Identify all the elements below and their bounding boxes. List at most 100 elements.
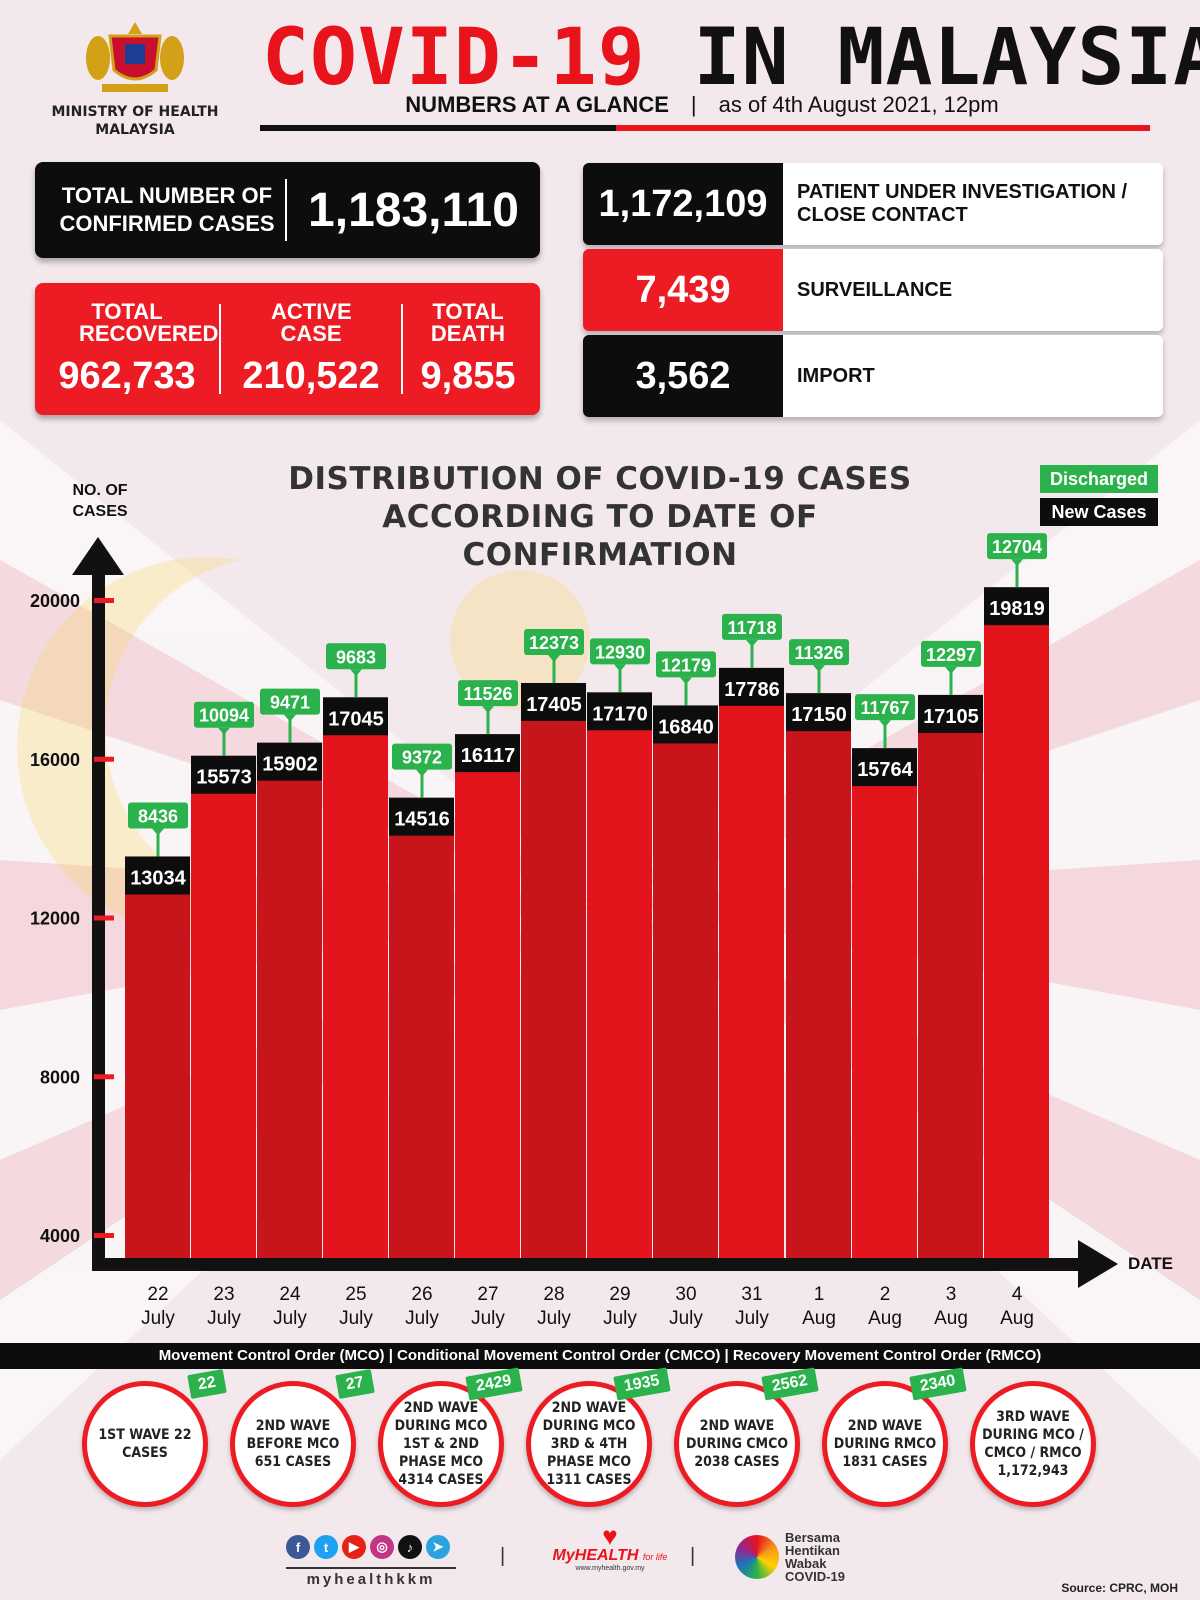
x-tick-day: 23 xyxy=(213,1284,234,1305)
tiktok-icon[interactable]: ♪ xyxy=(398,1535,422,1559)
divider: | xyxy=(500,1545,506,1567)
bar xyxy=(653,725,718,1258)
discharged-label-bg xyxy=(524,628,584,655)
telegram-icon[interactable]: ➤ xyxy=(426,1535,450,1559)
x-axis-line xyxy=(92,1258,1082,1271)
discharged-label-bg xyxy=(260,688,320,715)
x-tick-day: 26 xyxy=(411,1284,432,1305)
new-cases-label: 15573 xyxy=(196,767,252,789)
new-cases-label: 15764 xyxy=(857,759,913,781)
myhealth-logo: ♥ MyHEALTH for life www.myhealth.gov.my xyxy=(550,1523,670,1572)
x-tick-day: 30 xyxy=(675,1284,696,1305)
y-tick-label: 16000 xyxy=(30,750,80,770)
discharged-pointer xyxy=(350,669,362,677)
discharged-label-bg xyxy=(194,701,254,728)
category-value: 3,562 xyxy=(583,335,783,417)
new-cases-label: 17045 xyxy=(328,708,384,730)
wave-text: 1ST WAVE 22 CASES xyxy=(98,1427,192,1461)
title-red: COVID-19 xyxy=(262,13,646,103)
bar xyxy=(852,768,917,1258)
myhealth-tagline: for life xyxy=(642,1552,668,1562)
new-cases-label: 14516 xyxy=(394,809,450,831)
x-tick-day: 28 xyxy=(543,1284,564,1305)
discharged-label-bg xyxy=(987,533,1047,560)
discharged-label: 9683 xyxy=(336,647,376,667)
discharged-label-bg xyxy=(789,639,849,666)
wave-text: 2ND WAVE DURING RMCO 1831 CASES xyxy=(833,1418,937,1470)
discharged-label: 11326 xyxy=(794,643,843,663)
discharged-label-bg xyxy=(590,638,650,665)
discharged-label: 12179 xyxy=(661,655,711,675)
x-tick-day: 1 xyxy=(814,1284,825,1305)
new-cases-label: 19819 xyxy=(989,598,1045,620)
y-tick-mark xyxy=(94,1074,114,1080)
category-value: 1,172,109 xyxy=(583,163,783,245)
legend-new-cases: New Cases xyxy=(1040,498,1158,526)
discharged-label: 11526 xyxy=(463,684,512,704)
new-cases-label: 17170 xyxy=(592,703,648,725)
new-cases-label: 15902 xyxy=(262,754,318,776)
mco-banner: Movement Control Order (MCO) | Condition… xyxy=(0,1343,1200,1369)
discharged-label-bg xyxy=(392,743,452,770)
x-tick-day: 25 xyxy=(345,1284,366,1305)
confirmed-label: TOTAL NUMBER OF CONFIRMED CASES xyxy=(59,183,275,236)
recovered-active-death-panel: TOTAL RECOVERED 962,733 ACTIVE CASE 210,… xyxy=(35,283,540,415)
subtitle-date: as of 4th August 2021, 12pm xyxy=(718,92,999,117)
subtitle-underline xyxy=(260,125,1150,131)
chart-title: DISTRIBUTION OF COVID-19 CASES ACCORDING… xyxy=(288,461,912,573)
new-cases-label-bg xyxy=(653,705,718,744)
discharged-label: 8436 xyxy=(138,806,178,826)
x-tick-day: 31 xyxy=(741,1284,762,1305)
category-value: 7,439 xyxy=(583,249,783,331)
new-cases-label: 17405 xyxy=(526,694,582,716)
y-tick-label: 12000 xyxy=(30,909,80,929)
ministry-name: MINISTRY OF HEALTH MALAYSIA xyxy=(51,104,219,138)
x-tick-day: 2 xyxy=(880,1284,891,1305)
footer: f t ▶ ◎ ♪ ➤ myhealthkkm | ♥ MyHEALTH for… xyxy=(0,1523,1200,1600)
y-tick-mark xyxy=(94,598,114,603)
instagram-icon[interactable]: ◎ xyxy=(370,1535,394,1559)
discharged-label-bg xyxy=(656,651,716,678)
x-tick-day: 29 xyxy=(609,1284,630,1305)
discharged-pointer xyxy=(416,769,428,777)
bar xyxy=(521,702,586,1258)
discharged-label: 11718 xyxy=(727,618,776,638)
bar xyxy=(191,775,256,1258)
confirmed-cases-panel: TOTAL NUMBER OF CONFIRMED CASES 1,183,11… xyxy=(35,162,540,258)
discharged-label: 12373 xyxy=(529,633,579,653)
x-tick-day: 24 xyxy=(279,1284,301,1305)
discharged-label: 12704 xyxy=(992,537,1042,557)
category-row-pui: 1,172,109 PATIENT UNDER INVESTIGATION / … xyxy=(583,163,1163,245)
bar xyxy=(455,754,520,1258)
discharged-label-bg xyxy=(855,694,915,721)
page-title: COVID-19 IN MALAYSIA xyxy=(262,18,1200,98)
coat-of-arms-icon xyxy=(86,22,184,92)
new-cases-label-bg xyxy=(323,697,388,736)
new-cases-label-bg xyxy=(587,692,652,731)
discharged-label-bg xyxy=(722,613,782,640)
twitter-icon[interactable]: t xyxy=(314,1535,338,1559)
discharged-pointer xyxy=(548,654,560,662)
y-tick-label: 4000 xyxy=(40,1226,80,1246)
discharged-pointer xyxy=(945,666,957,674)
x-tick-month: July xyxy=(405,1308,439,1329)
new-cases-label-bg xyxy=(719,667,784,706)
bar xyxy=(257,762,322,1258)
youtube-icon[interactable]: ▶ xyxy=(342,1535,366,1559)
x-tick-month: July xyxy=(603,1308,637,1329)
x-tick-month: July xyxy=(141,1308,175,1329)
category-row-surveillance: 7,439 SURVEILLANCE xyxy=(583,249,1163,331)
bar xyxy=(389,817,454,1258)
discharged-label-bg xyxy=(128,802,188,829)
facebook-icon[interactable]: f xyxy=(286,1535,310,1559)
x-axis-arrow xyxy=(1078,1240,1118,1288)
x-tick-day: 22 xyxy=(147,1284,168,1305)
discharged-label: 12930 xyxy=(595,642,645,662)
discharged-label: 12297 xyxy=(926,645,976,665)
discharged-label: 10094 xyxy=(199,706,249,726)
new-cases-label: 17150 xyxy=(791,704,847,726)
category-label: PATIENT UNDER INVESTIGATION / CLOSE CONT… xyxy=(783,163,1163,245)
bersama-logo: Bersama Hentikan Wabak COVID-19 xyxy=(735,1531,875,1583)
new-cases-label: 17786 xyxy=(724,679,780,701)
confirmed-value: 1,183,110 xyxy=(308,183,519,237)
